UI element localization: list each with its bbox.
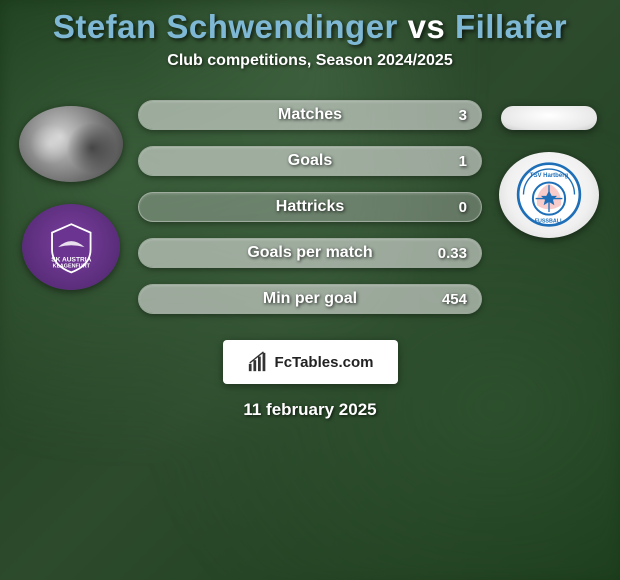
- title-vs: vs: [408, 8, 446, 45]
- stat-value-right: 0.33: [438, 245, 467, 262]
- stat-value-right: 454: [442, 291, 467, 308]
- stat-bar: Goals per match 0.33: [138, 238, 482, 268]
- stat-label: Goals: [288, 152, 332, 170]
- stat-value-right: 0: [459, 199, 467, 216]
- svg-text:TSV Hartberg: TSV Hartberg: [530, 174, 569, 180]
- stat-label: Goals per match: [247, 244, 372, 262]
- stat-bar: Matches 3: [138, 100, 482, 130]
- infographic-root: Stefan Schwendinger vs Fillafer Club com…: [0, 0, 620, 580]
- stat-value-right: 1: [459, 153, 467, 170]
- left-column: SK AUSTRIA KLAGENFURT: [16, 100, 126, 290]
- club-badge-hartberg: TSV Hartberg FUSSBALL: [499, 152, 599, 238]
- right-column: TSV Hartberg FUSSBALL: [494, 100, 604, 238]
- main-row: SK AUSTRIA KLAGENFURT Matches 3 Goals 1 Hatt…: [0, 100, 620, 314]
- chart-bars-icon: [247, 351, 269, 373]
- page-title: Stefan Schwendinger vs Fillafer: [0, 8, 620, 46]
- avatar-player2: [501, 106, 597, 130]
- svg-text:KLAGENFURT: KLAGENFURT: [52, 263, 90, 269]
- title-player1: Stefan Schwendinger: [53, 8, 398, 45]
- avatar-player1: [19, 106, 123, 182]
- stat-bar: Min per goal 454: [138, 284, 482, 314]
- brand-box[interactable]: FcTables.com: [223, 340, 398, 384]
- klagenfurt-crest-icon: SK AUSTRIA KLAGENFURT: [37, 217, 106, 277]
- stat-label: Matches: [278, 106, 342, 124]
- club-badge-klagenfurt: SK AUSTRIA KLAGENFURT: [22, 204, 120, 290]
- stat-label: Min per goal: [263, 290, 357, 308]
- date-line: 11 february 2025: [0, 400, 620, 420]
- svg-text:SK AUSTRIA: SK AUSTRIA: [51, 256, 91, 263]
- stat-value-right: 3: [459, 107, 467, 124]
- hartberg-crest-icon: TSV Hartberg FUSSBALL: [510, 161, 588, 228]
- stat-bar: Hattricks 0: [138, 192, 482, 222]
- brand-text: FcTables.com: [275, 354, 374, 371]
- stats-column: Matches 3 Goals 1 Hattricks 0 Goals per match 0…: [138, 100, 482, 314]
- stat-label: Hattricks: [276, 198, 344, 216]
- title-player2: Fillafer: [455, 8, 567, 45]
- subtitle: Club competitions, Season 2024/2025: [0, 52, 620, 70]
- stat-bar: Goals 1: [138, 146, 482, 176]
- svg-text:FUSSBALL: FUSSBALL: [535, 219, 564, 225]
